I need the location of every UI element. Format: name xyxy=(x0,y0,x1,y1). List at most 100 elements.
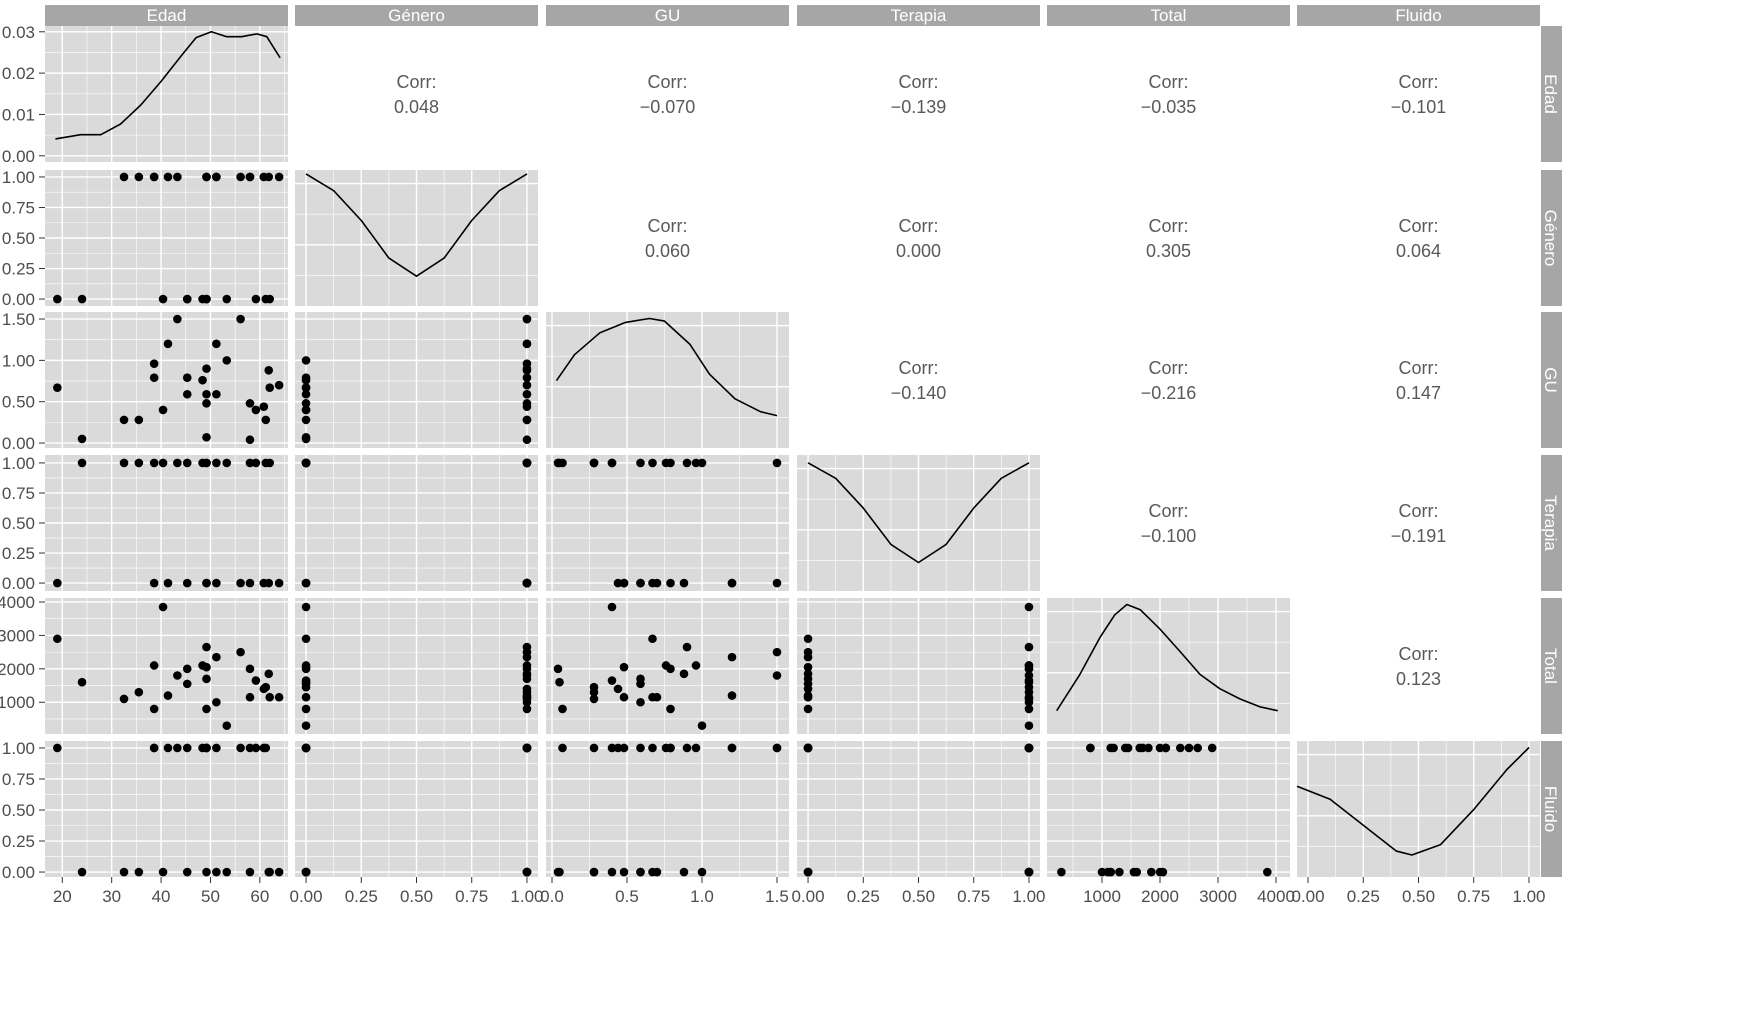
data-point xyxy=(182,294,192,304)
data-point xyxy=(264,365,274,375)
data-point xyxy=(803,684,813,694)
data-point xyxy=(1155,867,1165,877)
data-point xyxy=(652,867,662,877)
data-point xyxy=(274,172,284,182)
strip-right xyxy=(1541,598,1562,734)
data-point xyxy=(53,634,62,644)
data-point xyxy=(1024,664,1034,674)
data-point xyxy=(301,578,311,588)
x-tick-label: 3000 xyxy=(1199,887,1237,906)
data-point xyxy=(522,578,532,588)
data-point xyxy=(53,383,62,392)
data-point xyxy=(1263,867,1272,877)
data-point xyxy=(607,458,617,468)
x-tick-label: 50 xyxy=(201,887,220,906)
corr-label: Corr: xyxy=(899,72,939,92)
data-point xyxy=(245,692,255,702)
corr-value: −0.139 xyxy=(891,97,947,117)
data-point xyxy=(265,294,275,304)
data-point xyxy=(636,697,645,707)
data-point xyxy=(119,172,129,182)
corr-label: Corr: xyxy=(1149,501,1189,521)
data-point xyxy=(803,743,813,753)
data-point xyxy=(522,415,532,425)
data-point xyxy=(1057,867,1066,877)
data-point xyxy=(236,314,245,324)
x-tick-label: 20 xyxy=(53,887,72,906)
data-point xyxy=(251,743,261,753)
y-tick-label: 0.50 xyxy=(2,801,35,820)
corr-label: Corr: xyxy=(648,72,688,92)
data-point xyxy=(173,671,182,680)
data-point xyxy=(245,458,255,468)
y-tick-label: 1.50 xyxy=(2,310,35,329)
data-point xyxy=(202,662,211,672)
data-point xyxy=(212,458,221,468)
data-point xyxy=(274,867,284,877)
data-point xyxy=(803,647,813,657)
data-point xyxy=(803,704,813,714)
y-tick-label: 1.00 xyxy=(2,454,35,473)
data-point xyxy=(522,314,532,324)
corr-label: Corr: xyxy=(899,216,939,236)
data-point xyxy=(772,647,782,657)
data-point xyxy=(648,743,657,753)
data-point xyxy=(301,458,311,468)
data-point xyxy=(697,867,707,877)
data-point xyxy=(222,356,232,365)
y-tick-label: 3000 xyxy=(0,626,35,645)
strip-label-right: Edad xyxy=(1541,74,1560,114)
data-point xyxy=(245,399,255,408)
data-point xyxy=(522,365,532,375)
data-point xyxy=(158,458,168,468)
data-point xyxy=(202,389,211,399)
strip-label-right: Fluido xyxy=(1541,786,1560,832)
data-point xyxy=(245,435,255,445)
data-point xyxy=(661,661,671,670)
data-point xyxy=(1129,867,1139,877)
data-point xyxy=(202,867,211,877)
corr-value: −0.035 xyxy=(1141,97,1197,117)
data-point xyxy=(803,669,813,679)
y-tick-label: 0.00 xyxy=(2,434,35,453)
data-point xyxy=(245,578,255,588)
density-curve-5 xyxy=(1296,746,1530,856)
y-tick-label: 0.25 xyxy=(2,544,35,563)
data-point xyxy=(202,172,211,182)
data-point xyxy=(553,664,563,674)
data-point xyxy=(679,578,689,588)
data-point xyxy=(264,578,274,588)
data-point xyxy=(163,743,173,753)
data-point xyxy=(619,692,629,702)
data-point xyxy=(558,743,567,753)
data-point xyxy=(522,669,532,679)
data-point xyxy=(522,743,532,753)
data-point xyxy=(173,743,182,753)
data-point xyxy=(212,172,221,182)
data-point xyxy=(182,664,192,674)
y-tick-label: 0.00 xyxy=(2,147,35,166)
strip-label-top: Género xyxy=(388,6,445,25)
data-point xyxy=(245,867,255,877)
x-tick-label: 1.00 xyxy=(1512,887,1545,906)
data-point xyxy=(149,661,159,670)
data-point xyxy=(1024,602,1034,612)
data-point xyxy=(301,405,311,415)
strip-label-top: Edad xyxy=(147,6,187,25)
data-point xyxy=(691,743,701,753)
panel-background xyxy=(546,312,789,448)
data-point xyxy=(149,743,159,753)
y-tick-label: 0.02 xyxy=(2,64,35,83)
data-point xyxy=(182,578,192,588)
corr-label: Corr: xyxy=(1399,644,1439,664)
data-point xyxy=(301,743,311,753)
data-point xyxy=(212,697,221,707)
data-point xyxy=(1106,743,1115,753)
data-point xyxy=(589,867,599,877)
data-point xyxy=(222,294,232,304)
corr-label: Corr: xyxy=(1149,216,1189,236)
data-point xyxy=(158,602,168,612)
data-point xyxy=(222,458,232,468)
y-tick-label: 0.01 xyxy=(2,105,35,124)
y-tick-label: 0.50 xyxy=(2,229,35,248)
